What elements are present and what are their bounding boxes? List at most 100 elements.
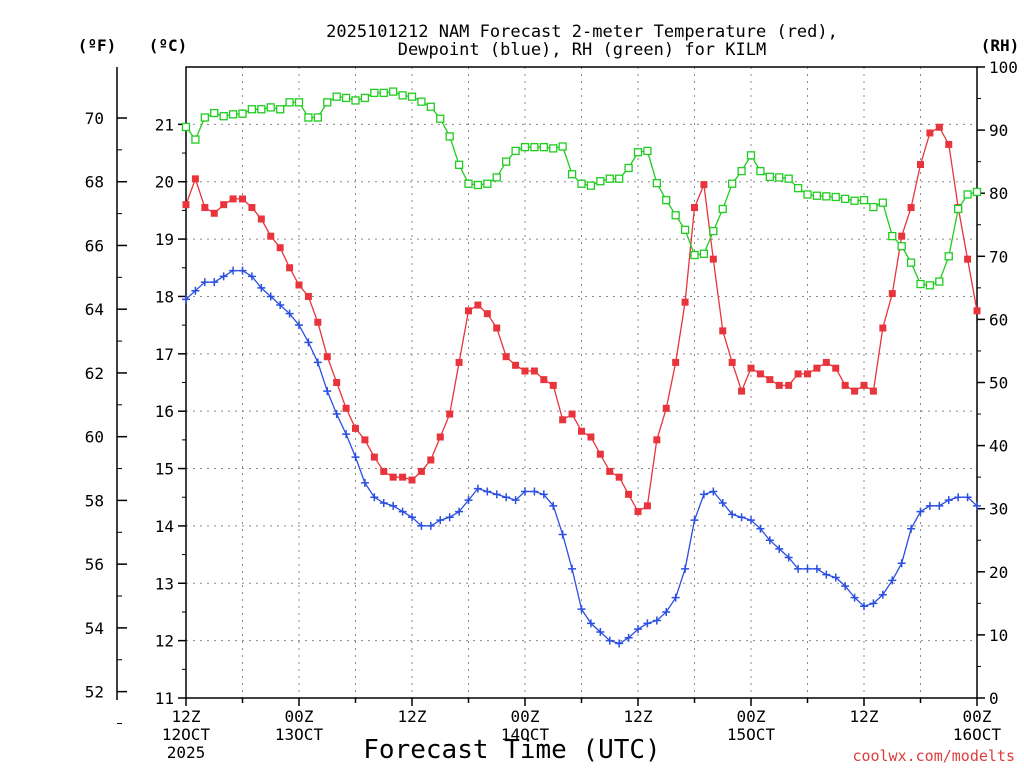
2-meter-temperature-point: [898, 232, 906, 240]
dewpoint-point: [436, 516, 445, 525]
date-tick-label: 12OCT: [162, 725, 211, 744]
celsius-tick-label: 14: [155, 517, 174, 536]
rh-point: [897, 242, 906, 251]
dewpoint-point: [897, 559, 906, 568]
2-meter-temperature-point: [342, 404, 350, 412]
rh-point: [294, 98, 304, 107]
2-meter-temperature-point: [483, 310, 491, 318]
2-meter-temperature-point: [286, 264, 294, 272]
rh-point: [878, 198, 887, 207]
rh-point: [445, 132, 454, 141]
rh-point: [304, 113, 313, 122]
rh-point: [520, 142, 530, 152]
chart-title-line-2: Dewpoint (blue), RH (green) for KILM: [398, 40, 766, 60]
2-meter-temperature-point: [907, 204, 915, 212]
fahrenheit-tick-label: 62: [85, 364, 104, 383]
rh-point: [690, 250, 699, 260]
rh-point: [728, 179, 737, 188]
date-tick-label: 13OCT: [275, 725, 324, 744]
time-tick-label: 12Z: [398, 707, 427, 726]
rh-point: [803, 190, 812, 199]
2-meter-temperature-point: [860, 381, 868, 389]
dewpoint-point: [417, 521, 426, 530]
dewpoint-point: [963, 493, 972, 502]
fahrenheit-tick-label: 56: [85, 555, 104, 574]
dewpoint-point: [841, 582, 850, 591]
time-tick-label: 00Z: [963, 707, 992, 726]
rh-point: [869, 202, 878, 212]
chart-title-line-1: 2025101212 NAM Forecast 2-meter Temperat…: [326, 22, 838, 42]
2-meter-temperature-point: [304, 292, 312, 300]
2-meter-temperature-point: [964, 255, 972, 263]
rh-point: [200, 113, 209, 122]
rh-point: [680, 225, 690, 234]
fahrenheit-unit-label: (ºF): [78, 36, 117, 55]
rh-tick-label: 30: [989, 500, 1008, 519]
rh-tick-label: 70: [989, 247, 1008, 266]
rh-point: [417, 97, 426, 106]
rh-point: [793, 184, 803, 193]
2-meter-temperature-point: [380, 467, 388, 475]
rh-point: [502, 157, 511, 166]
2-meter-temperature-point: [709, 255, 717, 263]
rh-point: [191, 135, 200, 144]
celsius-tick-label: 19: [155, 230, 174, 249]
2-meter-temperature-point: [851, 387, 859, 395]
dewpoint-point: [530, 487, 539, 496]
2-meter-temperature-point: [276, 244, 284, 252]
2-meter-temperature-point: [747, 364, 755, 372]
dewpoint-point: [925, 501, 934, 510]
dewpoint-point: [304, 338, 313, 347]
rh-point: [473, 180, 483, 190]
rh-point: [341, 93, 351, 103]
rh-point: [916, 279, 925, 289]
rh-point: [379, 88, 388, 98]
dewpoint-point: [615, 639, 624, 648]
dewpoint-point: [803, 564, 812, 573]
dewpoint-point: [360, 478, 369, 487]
rh-point: [850, 196, 859, 205]
rh-point: [247, 105, 257, 114]
rh-point: [822, 192, 831, 201]
rh-point: [323, 98, 332, 107]
rh-point: [360, 93, 370, 103]
2-meter-temperature-point: [201, 204, 209, 212]
2-meter-temperature-point: [653, 436, 661, 444]
dewpoint-series: [182, 266, 981, 648]
rh-point: [699, 249, 709, 258]
rh-point: [906, 258, 916, 267]
rh-point: [859, 195, 869, 205]
2-meter-temperature-point: [210, 209, 218, 217]
dewpoint-point: [332, 410, 341, 419]
2-meter-temperature-point: [361, 436, 369, 444]
rh-point: [709, 226, 718, 236]
rh-point: [210, 108, 219, 118]
2-meter-temperature-point: [775, 381, 783, 389]
2-meter-temperature-point: [465, 307, 472, 315]
2-meter-temperature-point: [935, 123, 943, 131]
dewpoint-point: [351, 453, 360, 462]
2-meter-temperature-point: [615, 473, 623, 481]
rh-tick-label: 90: [989, 121, 1008, 140]
dewpoint-point: [492, 490, 501, 499]
2-meter-temperature-point: [333, 379, 341, 386]
2-meter-temperature-point: [559, 416, 567, 424]
2-meter-temperature-point: [436, 433, 444, 441]
2-meter-temperature-point: [700, 181, 708, 189]
2-meter-temperature-point: [587, 433, 595, 441]
rh-point: [944, 252, 953, 261]
2-meter-temperature-point: [427, 456, 435, 464]
rh-series: [181, 87, 982, 290]
2-meter-temperature-point: [756, 370, 764, 378]
grid-lines: [186, 67, 977, 698]
rh-point: [765, 172, 774, 181]
dewpoint-point: [586, 619, 595, 628]
2-meter-temperature-point: [267, 232, 275, 240]
rh-point: [888, 231, 897, 241]
rh-tick-label: 100: [989, 58, 1018, 77]
rh-point: [756, 166, 765, 176]
2-meter-temperature-point: [399, 473, 407, 481]
celsius-tick-label: 21: [155, 115, 174, 134]
dewpoint-point: [812, 564, 821, 573]
